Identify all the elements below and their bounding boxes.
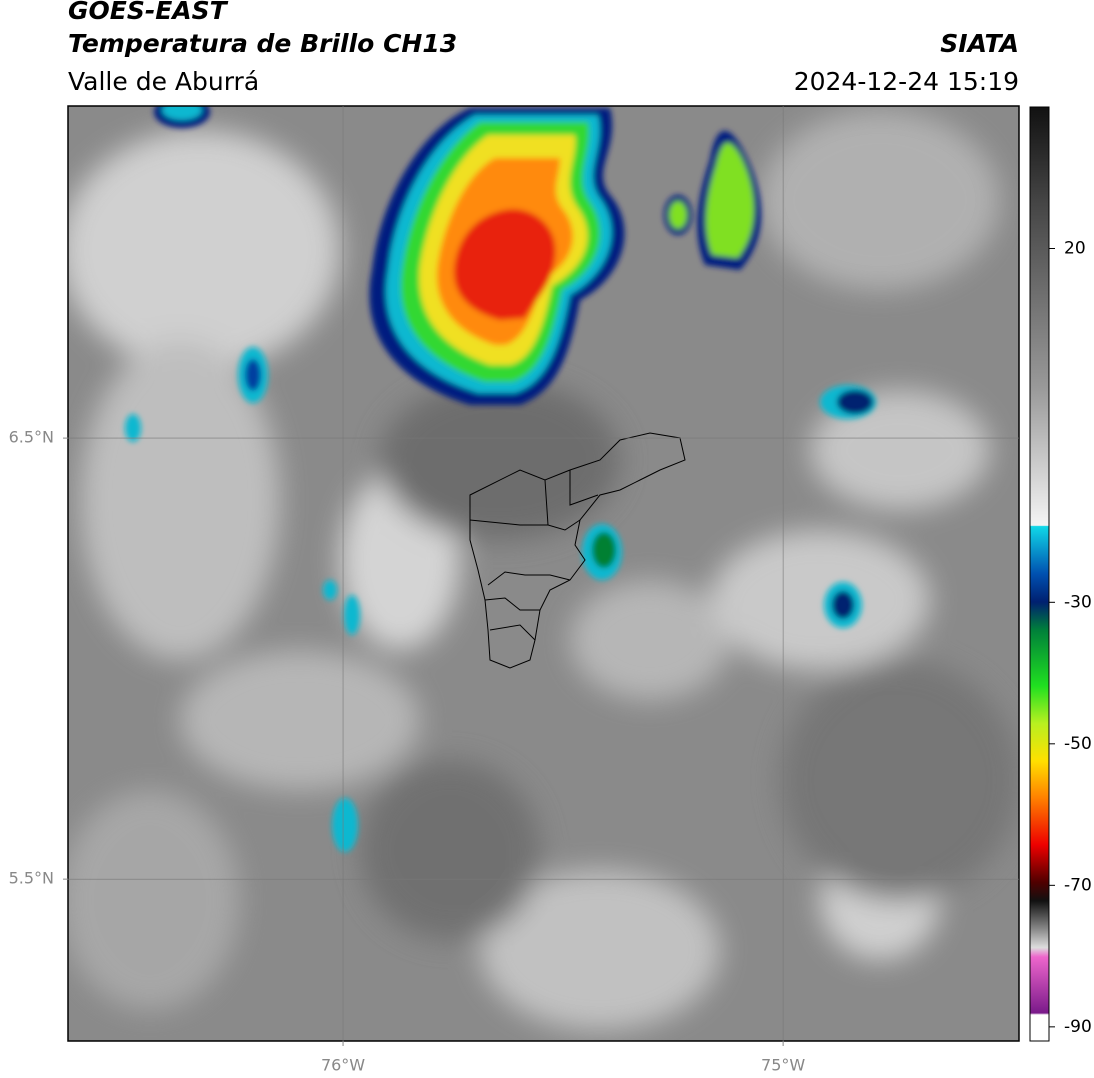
y-tick-label: 5.5°N [9, 869, 54, 888]
title: GOES-EAST [68, 0, 229, 25]
region: Valle de Aburrá [68, 67, 259, 96]
colorbar-label: -50 [1064, 734, 1092, 754]
x-tick-label: 76°W [321, 1056, 365, 1075]
x-tick-label: 75°W [761, 1056, 805, 1075]
colorbar-label: -30 [1064, 592, 1092, 612]
colorbar-label: -70 [1064, 875, 1092, 895]
subtitle: Temperatura de Brillo CH13 [68, 29, 457, 58]
map-frame [67, 105, 1020, 1042]
boundaries [469, 432, 686, 669]
agency: SIATA [940, 29, 1019, 58]
map-image [68, 106, 1019, 1041]
colorbar-label: -90 [1064, 1017, 1092, 1037]
colorbar-label: 20 [1064, 239, 1086, 259]
datetime: 2024-12-24 15:19 [794, 67, 1019, 96]
colorbar [1029, 106, 1050, 1042]
y-tick-label: 6.5°N [9, 428, 54, 447]
